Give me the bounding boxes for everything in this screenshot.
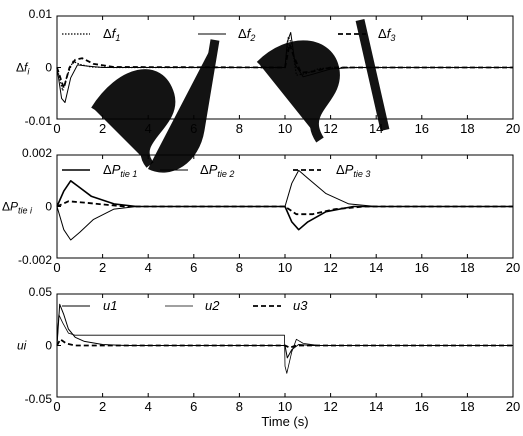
x-tick-label: 4 xyxy=(145,399,152,414)
y-tick-label: -0.01 xyxy=(25,114,53,128)
x-tick-label: 10 xyxy=(278,121,292,136)
x-tick-label: 20 xyxy=(506,399,520,414)
x-tick-label: 8 xyxy=(236,121,243,136)
x-tick-label: 8 xyxy=(236,260,243,275)
x-tick-label: 20 xyxy=(506,260,520,275)
x-axis-label: Time (s) xyxy=(261,414,308,429)
y-axis-label: Δfi xyxy=(16,61,30,77)
x-tick-label: 18 xyxy=(460,260,474,275)
x-tick-label: 18 xyxy=(460,121,474,136)
y-tick-label: 0.05 xyxy=(29,285,53,299)
x-tick-label: 20 xyxy=(506,121,520,136)
x-tick-label: 4 xyxy=(145,260,152,275)
series-line-3 xyxy=(56,43,513,89)
series-line-2 xyxy=(56,314,513,374)
x-tick-label: 8 xyxy=(236,399,243,414)
legend-label-3: ΔPtie 3 xyxy=(336,162,370,179)
x-tick-label: 16 xyxy=(415,121,429,136)
legend-label-2: ΔPtie 2 xyxy=(200,162,234,179)
x-tick-label: 10 xyxy=(278,260,292,275)
x-tick-label: 6 xyxy=(190,399,197,414)
series-line-2 xyxy=(56,169,513,241)
x-tick-label: 6 xyxy=(190,260,197,275)
y-tick-label: 0 xyxy=(45,200,52,214)
x-tick-label: 16 xyxy=(415,260,429,275)
x-tick-label: 10 xyxy=(278,399,292,414)
y-tick-label: 0 xyxy=(45,339,52,353)
series-line-3 xyxy=(56,338,513,349)
legend-label-1: ΔPtie 1 xyxy=(103,162,137,179)
x-tick-label: 2 xyxy=(99,399,106,414)
x-tick-label: 12 xyxy=(323,260,337,275)
x-tick-label: 12 xyxy=(323,399,337,414)
legend-label-2: Δf2 xyxy=(238,26,255,43)
x-tick-label: 0 xyxy=(53,260,60,275)
x-tick-label: 14 xyxy=(369,260,383,275)
legend-label-1: Δf1 xyxy=(103,26,120,43)
legend-label-1: u1 xyxy=(103,298,117,313)
y-tick-label: 0 xyxy=(45,61,52,75)
watermark-logo xyxy=(91,19,390,173)
y-tick-label: 0.01 xyxy=(29,7,53,21)
y-tick-label: -0.05 xyxy=(25,392,53,406)
legend-label-3: Δf3 xyxy=(378,26,395,43)
y-axis-label: ΔPtie i xyxy=(2,200,33,216)
panels: 02468101214161820-0.0100.01ΔfiΔf1Δf2Δf30… xyxy=(2,7,520,429)
series-line-1 xyxy=(56,303,513,359)
x-tick-label: 0 xyxy=(53,399,60,414)
y-axis-label: ui xyxy=(17,339,27,353)
legend-label-3: u3 xyxy=(293,298,308,313)
x-tick-label: 14 xyxy=(369,399,383,414)
legend-label-2: u2 xyxy=(205,298,220,313)
x-tick-label: 18 xyxy=(460,399,474,414)
x-tick-label: 2 xyxy=(99,260,106,275)
x-tick-label: 12 xyxy=(323,121,337,136)
x-tick-label: 2 xyxy=(99,121,106,136)
x-tick-label: 16 xyxy=(415,399,429,414)
y-tick-label: 0.002 xyxy=(22,146,52,160)
series-line-3 xyxy=(56,200,513,216)
y-tick-label: -0.002 xyxy=(18,253,52,267)
x-tick-label: 0 xyxy=(53,121,60,136)
